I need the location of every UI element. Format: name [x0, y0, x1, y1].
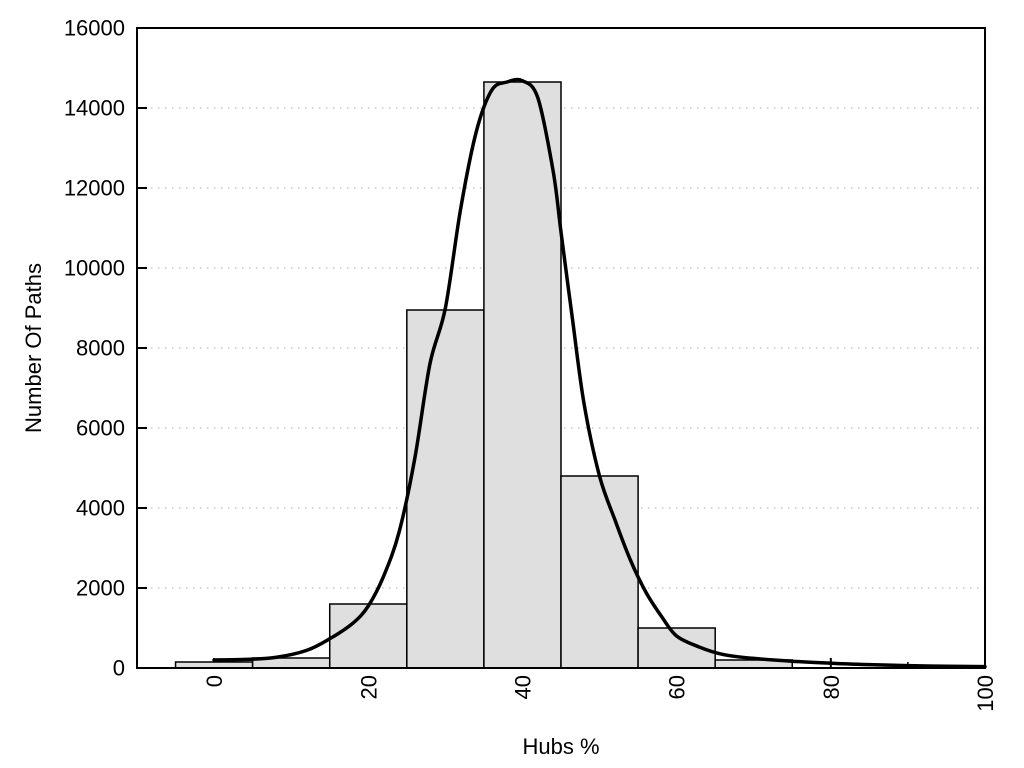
y-tick-label: 14000 — [64, 96, 125, 121]
x-axis-title: Hubs % — [522, 734, 600, 759]
y-tick-label: 6000 — [76, 416, 125, 441]
y-tick-label: 4000 — [76, 496, 125, 521]
x-tick-label: 60 — [665, 675, 690, 699]
x-tick-label: 80 — [819, 675, 844, 699]
y-tick-label: 2000 — [76, 576, 125, 601]
histogram-bar — [406, 309, 485, 669]
histogram-bar — [328, 603, 408, 669]
x-tick-label: 40 — [510, 675, 535, 699]
x-tick-label: 100 — [973, 675, 998, 712]
histogram-bar — [483, 81, 562, 669]
x-tick-label: 20 — [356, 675, 381, 699]
y-tick-label: 8000 — [76, 336, 125, 361]
y-axis-title: Number Of Paths — [21, 263, 46, 433]
density-curve — [212, 77, 987, 669]
x-tick-label: 0 — [202, 675, 227, 687]
histogram-bar — [560, 475, 639, 669]
y-tick-label: 0 — [113, 656, 125, 681]
y-tick-label: 16000 — [64, 16, 125, 41]
y-tick-label: 12000 — [64, 176, 125, 201]
y-tick-label: 10000 — [64, 256, 125, 281]
plot-border — [136, 27, 986, 669]
